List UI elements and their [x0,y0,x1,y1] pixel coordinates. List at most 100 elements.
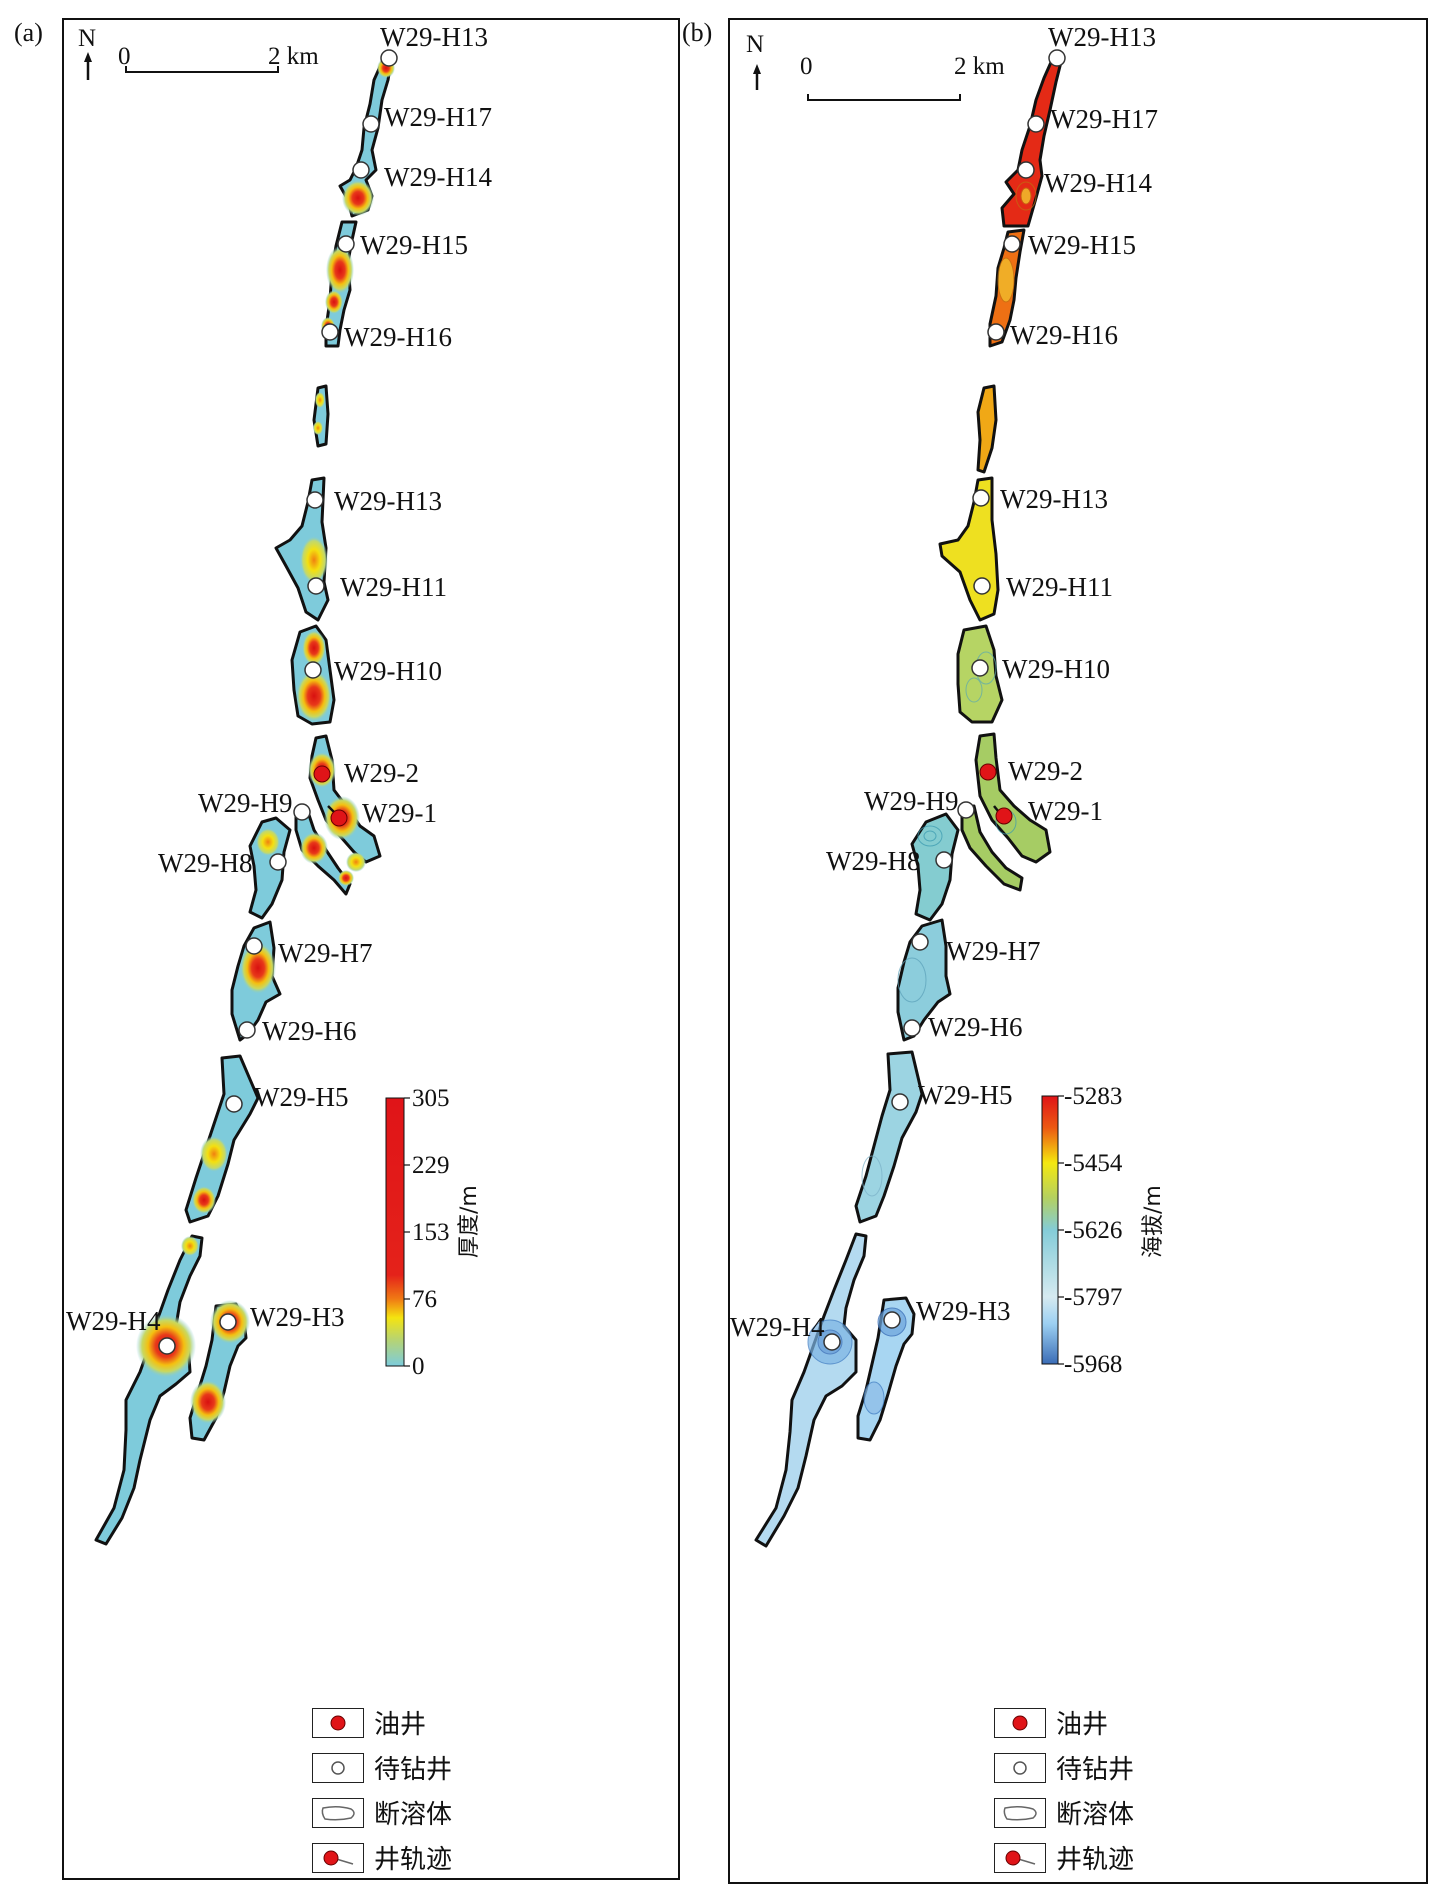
planned-well-a-h10 [304,661,322,679]
well-trajectory-icon [323,1850,354,1865]
legend-a: 油井 待钻井 断溶体 井轨迹 [312,1700,452,1880]
colorbar-a [385,1097,405,1367]
legend-item-fault-karst: 断溶体 [994,1790,1134,1835]
well-label-a-h10: W29-H10 [334,656,442,686]
legend-item-planned-well: 待钻井 [312,1745,452,1790]
colorbar-b-title: 海拔/m [1141,1185,1166,1258]
planned-well-b-h17 [1027,115,1045,133]
well-label-b-h4: W29-H4 [730,1312,825,1342]
fault-karst-outline-icon [1003,1805,1037,1821]
oil-well-icon [1012,1715,1028,1730]
planned-well-b-h15 [1003,235,1021,253]
well-label-b-h14: W29-H14 [1044,168,1152,198]
legend-label: 油井 [374,1710,427,1740]
well-label-a-h8: W29-H8 [158,848,252,878]
planned-well-a-h13top [380,49,398,67]
scale-end-b: 2 km [954,53,1005,80]
well-label-a-h4: W29-H4 [66,1306,161,1336]
well-label-a-h3: W29-H3 [250,1302,344,1332]
well-label-a-h7: W29-H7 [278,938,372,968]
legend-label: 断溶体 [374,1800,453,1830]
well-label-a-h13top: W29-H13 [380,22,488,52]
well-label-a-h6: W29-H6 [262,1016,356,1046]
planned-well-b-h13 [972,489,990,507]
planned-well-a-h8 [269,853,287,871]
well-label-b-h11: W29-H11 [1006,572,1113,602]
planned-well-b-h6 [903,1019,921,1037]
legend-label: 油井 [1056,1710,1109,1740]
well-label-b-h10: W29-H10 [1002,654,1110,684]
well-label-b-h16: W29-H16 [1010,320,1118,350]
well-label-b-h7: W29-H7 [946,936,1040,966]
legend-item-fault-karst: 断溶体 [312,1790,452,1835]
planned-well-b-h14 [1017,161,1035,179]
planned-well-a-h5 [225,1095,243,1113]
colorbar-a-title: 厚度/m [457,1185,482,1258]
karst-body-a-11 [94,1234,204,1546]
well-label-b-h17: W29-H17 [1050,104,1158,134]
planned-well-b-h8 [935,851,953,869]
colorbar-b-tick: -5968 [1064,1351,1122,1378]
well-label-b-h13: W29-H13 [1000,484,1108,514]
oil-well-icon [330,1715,346,1730]
planned-well-a-h9 [293,803,311,821]
well-label-b-h8: W29-H8 [826,846,920,876]
well-label-b-w2: W29-2 [1008,756,1083,786]
north-label-a: N [78,25,96,52]
well-label-b-h3: W29-H3 [916,1296,1010,1326]
well-label-a-h11: W29-H11 [340,572,447,602]
planned-well-b-h3 [883,1311,901,1329]
planned-well-icon [1013,1760,1027,1775]
well-label-a-w2: W29-2 [344,758,419,788]
planned-well-b-h11 [973,577,991,595]
colorbar-a-tick: 76 [412,1286,437,1313]
well-label-b-h5: W29-H5 [918,1080,1012,1110]
karst-body-b-3 [976,384,998,474]
scale-bar-b [807,94,961,101]
well-trajectory-icon [1005,1850,1036,1865]
planned-well-a-h6 [238,1021,256,1039]
colorbar-a-tick: 229 [412,1152,450,1179]
planned-well-a-h15 [337,235,355,253]
oil-well-a-w1 [330,809,348,827]
north-arrow-icon-b [753,64,761,90]
planned-well-b-h4 [823,1333,841,1351]
planned-well-b-h13top [1048,49,1066,67]
legend-item-oil-well: 油井 [312,1700,452,1745]
planned-well-a-h17 [362,115,380,133]
colorbar-a-tick: 153 [412,1219,450,1246]
planned-well-a-h14 [352,161,370,179]
karst-body-b-7 [960,804,1024,892]
fault-karst-outline-icon [321,1805,355,1821]
planned-well-b-h7 [911,933,929,951]
panel-b-label: (b) [682,18,713,47]
planned-well-a-h4 [158,1337,176,1355]
colorbar-b-tick: -5454 [1064,1150,1123,1177]
legend-label: 待钻井 [1056,1755,1135,1785]
well-label-a-h9: W29-H9 [198,788,292,818]
planned-well-a-h3 [219,1313,237,1331]
well-label-b-h13top: W29-H13 [1048,22,1156,52]
panel-a-label: (a) [14,18,43,47]
colorbar-a-tick: 0 [412,1353,425,1380]
karst-body-b-6 [974,732,1052,864]
planned-well-a-h13 [306,491,324,509]
well-label-a-h17: W29-H17 [384,102,492,132]
planned-well-b-h9 [957,801,975,819]
legend-item-oil-well: 油井 [994,1700,1134,1745]
planned-well-a-h11 [307,577,325,595]
scale-start-a: 0 [118,43,131,70]
well-label-b-h9: W29-H9 [864,786,958,816]
karst-body-b-8 [910,812,960,922]
panel-a-frame [62,18,680,1880]
well-label-a-h15: W29-H15 [360,230,468,260]
well-label-a-h13: W29-H13 [334,486,442,516]
well-label-a-h5: W29-H5 [254,1082,348,1112]
legend-item-well-trajectory: 井轨迹 [994,1835,1134,1880]
colorbar-b-tick: -5797 [1064,1284,1122,1311]
colorbar-b-tick: -5283 [1064,1083,1122,1110]
legend-item-planned-well: 待钻井 [994,1745,1134,1790]
planned-well-a-h16 [321,323,339,341]
well-label-a-w1: W29-1 [362,798,437,828]
